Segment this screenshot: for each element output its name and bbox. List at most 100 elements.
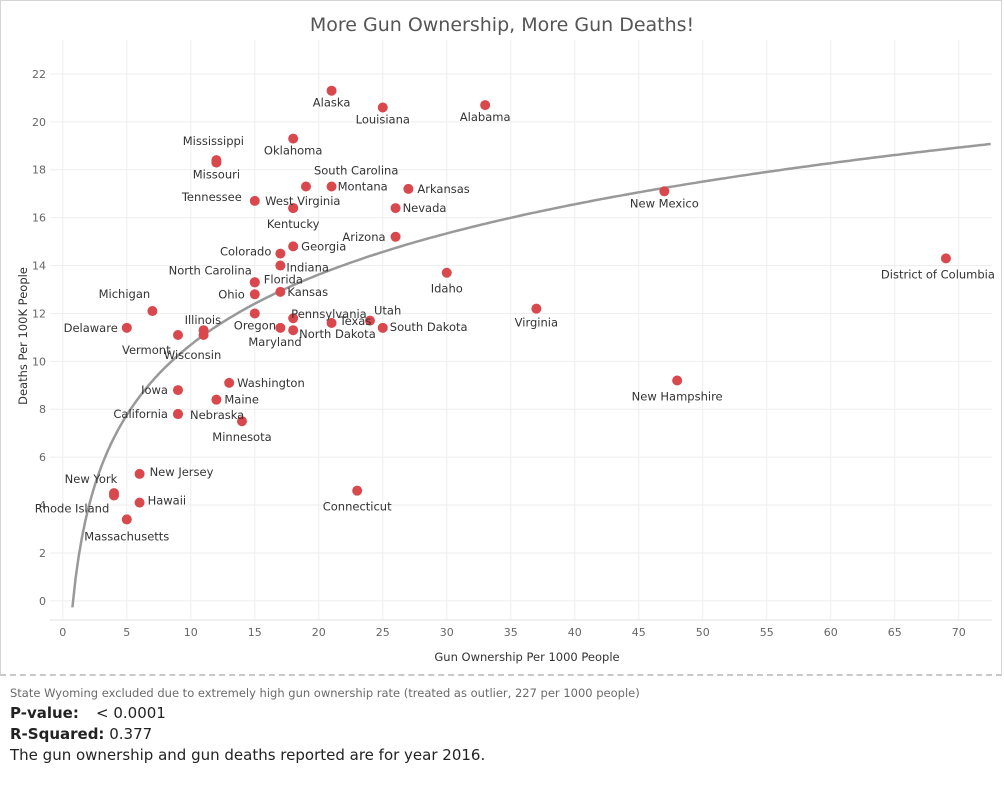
trend-line-group [71, 142, 991, 608]
y-tick-label: 8 [39, 403, 46, 416]
point-label: Kentucky [267, 217, 320, 231]
x-tick-label: 10 [184, 626, 198, 639]
point-label: Nevada [403, 201, 447, 215]
point-label: Indiana [286, 261, 329, 275]
x-tick-label: 65 [888, 626, 902, 639]
y-tick-label: 0 [39, 595, 46, 608]
data-point [121, 322, 132, 333]
x-tick-label: 30 [440, 626, 454, 639]
data-point [352, 485, 363, 496]
data-point [326, 318, 337, 329]
point-label: Pennsylvania [291, 307, 367, 321]
axes: 0 5 10 15 20 25 30 35 40 45 50 55 60 65 70 0 2 4 6 8 10 12 14 1… [32, 68, 992, 639]
x-tick-label: 50 [696, 626, 710, 639]
x-tick-label: 45 [632, 626, 646, 639]
x-tick-label: 5 [123, 626, 130, 639]
point-label: New Jersey [150, 465, 214, 479]
point-label: Minnesota [212, 430, 271, 444]
point-label: Arkansas [417, 182, 469, 196]
point-label: New York [65, 472, 118, 486]
x-tick-label: 15 [248, 626, 262, 639]
x-tick-label: 35 [504, 626, 518, 639]
point-label: North Dakota [299, 327, 376, 341]
data-point [211, 394, 222, 405]
point-label: Colorado [220, 245, 271, 259]
point-label: Virginia [515, 316, 558, 330]
scatter-plot: 0 5 10 15 20 25 30 35 40 45 50 55 60 65 70 0 2 4 6 8 10 12 14 1… [16, 40, 995, 664]
data-point [172, 330, 183, 340]
data-point [390, 231, 401, 242]
point-label: Louisiana [356, 112, 410, 126]
data-point [275, 286, 286, 297]
point-label: Wisconsin [164, 348, 221, 362]
y-tick-label: 2 [39, 547, 46, 560]
data-point [275, 248, 286, 259]
x-tick-label: 0 [59, 626, 66, 639]
data-point [288, 241, 299, 252]
point-label: Georgia [301, 239, 346, 253]
data-point [172, 409, 183, 420]
point-label: California [113, 407, 168, 421]
grid-lines [50, 40, 992, 620]
data-point [108, 490, 119, 501]
pvalue-value: < 0.0001 [96, 704, 166, 722]
y-tick-label: 6 [39, 451, 46, 464]
point-label: Florida [264, 272, 303, 286]
point-label: Idaho [431, 282, 463, 296]
chart-title: More Gun Ownership, More Gun Deaths! [309, 14, 695, 36]
point-label: Montana [338, 180, 388, 194]
point-label: Missouri [193, 168, 240, 182]
data-point [249, 195, 260, 206]
point-label: Michigan [99, 287, 151, 301]
data-point [441, 267, 452, 278]
data-point [288, 313, 299, 324]
x-tick-label: 25 [376, 626, 390, 639]
data-point [198, 330, 209, 340]
point-label: Rhode Island [35, 501, 110, 515]
y-tick-label: 20 [32, 116, 46, 129]
point-label: Texas [339, 314, 372, 328]
point-label: South Dakota [390, 320, 468, 334]
point-label: Oklahoma [264, 144, 323, 158]
point-label: Delaware [64, 321, 118, 335]
data-point [249, 289, 260, 300]
point-label: North Carolina [169, 263, 252, 277]
point-label: Tennessee [181, 190, 242, 204]
data-point [288, 325, 299, 336]
x-tick-label: 20 [312, 626, 326, 639]
point-label: Alabama [460, 110, 511, 124]
year-note: The gun ownership and gun deaths reporte… [10, 746, 486, 764]
point-label: Ohio [218, 287, 245, 301]
point-label: Maine [224, 393, 259, 407]
point-label: South Carolina [314, 164, 398, 178]
data-point [288, 203, 299, 214]
data-point [249, 277, 260, 288]
point-label: Utah [374, 304, 401, 318]
y-tick-label: 22 [32, 68, 46, 81]
data-point [134, 497, 145, 508]
data-point [275, 260, 286, 271]
point-label: West Virginia [265, 194, 340, 208]
data-point [659, 186, 670, 197]
trend-line [71, 142, 991, 608]
point-label: Connecticut [323, 500, 392, 514]
y-tick-label: 14 [32, 260, 46, 273]
data-point [403, 183, 414, 194]
point-label: Arizona [342, 230, 385, 244]
rsquared-value: 0.377 [109, 725, 153, 743]
footer: State Wyoming excluded due to extremely … [10, 686, 990, 764]
data-point [288, 133, 299, 144]
data-point [224, 377, 235, 388]
data-point [300, 181, 311, 192]
x-tick-label: 55 [760, 626, 774, 639]
data-point [326, 85, 337, 96]
x-tick-label: 70 [952, 626, 966, 639]
rsquared-row: R-Squared: 0.377 [10, 725, 990, 743]
outlier-note: State Wyoming excluded due to extremely … [10, 686, 640, 700]
y-tick-label: 10 [32, 355, 46, 368]
data-point [236, 416, 247, 427]
chart-frame [0, 0, 1002, 676]
data-point [480, 100, 491, 111]
point-label: Washington [237, 376, 305, 390]
data-point [211, 157, 222, 168]
